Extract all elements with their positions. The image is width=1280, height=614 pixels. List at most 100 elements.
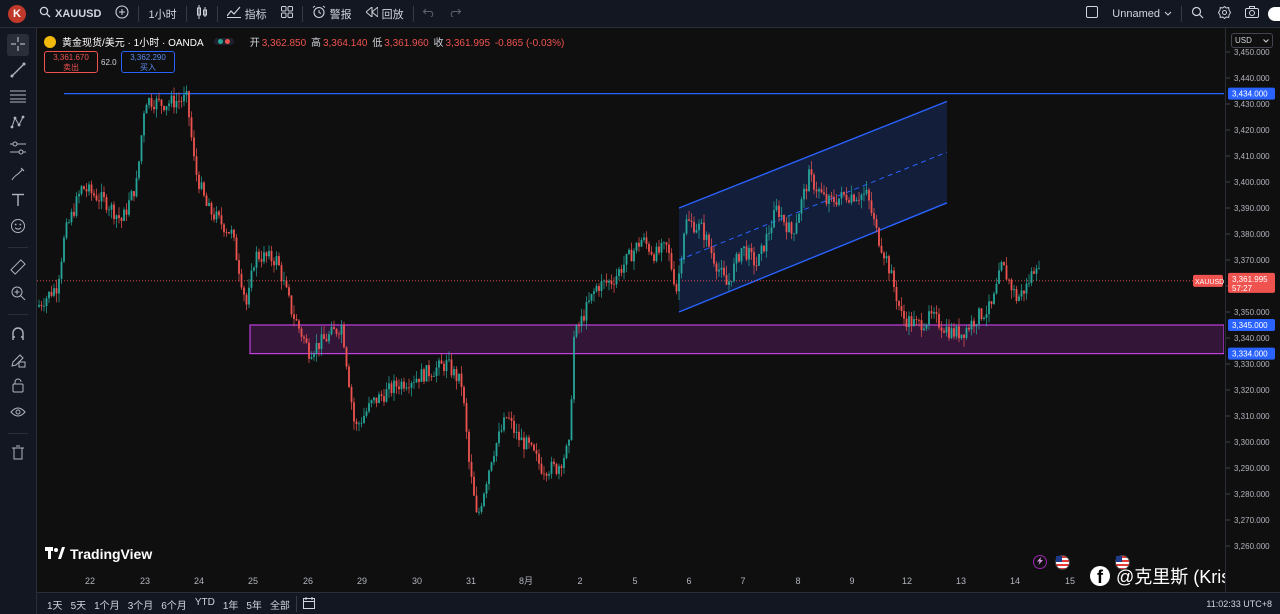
us-flag-icon (1056, 556, 1062, 562)
price-chart[interactable]: XAUUSD (37, 28, 1225, 592)
candle-body (623, 264, 625, 273)
candle-body (153, 106, 155, 110)
zoom-tool[interactable] (7, 283, 29, 305)
user-avatar[interactable]: K (8, 4, 26, 23)
symbol-search[interactable]: XAUUSD (32, 0, 108, 27)
candle-body (328, 334, 330, 342)
trend-line-tool[interactable] (7, 60, 29, 82)
channel-fill[interactable] (679, 101, 947, 313)
chart-pane[interactable]: XAUUSD (37, 28, 1225, 592)
candle-body (613, 284, 615, 286)
time-tick-label: 24 (194, 576, 204, 586)
candle-body (263, 252, 265, 262)
candle-body (223, 224, 225, 233)
divider (138, 5, 140, 22)
ruler-tool[interactable] (7, 257, 29, 279)
event-icon-us-flag[interactable] (1055, 555, 1070, 570)
hide-drawings-tool[interactable] (7, 402, 29, 424)
candle-body (670, 253, 673, 270)
candle-body (248, 287, 250, 305)
candle-body (655, 246, 658, 261)
replay-button[interactable]: 回放 (359, 0, 411, 27)
crosshair-tool[interactable] (7, 34, 29, 56)
forecast-tool[interactable] (7, 138, 29, 160)
settings-button[interactable] (1211, 0, 1238, 27)
candle-body (768, 233, 770, 235)
candle-body (533, 444, 535, 451)
range-button[interactable]: 3个月 (127, 600, 154, 612)
emoji-tool[interactable] (7, 216, 29, 238)
candle-body (575, 325, 578, 337)
buy-button[interactable]: 3,362.290 买入 (121, 51, 175, 73)
account-circle[interactable] (1268, 6, 1280, 21)
candle-body (840, 192, 843, 199)
event-icon-lightning[interactable] (1033, 555, 1047, 569)
currency-select[interactable]: USD (1231, 33, 1273, 48)
time-axis[interactable]: 22 23 24 25 26 29 30 31 8月 2 5 6 7 8 9 12 13 14 15 (37, 570, 1224, 590)
range-button[interactable]: 1天 (47, 600, 63, 612)
candle-body (808, 169, 810, 192)
channel-lower-line[interactable] (678, 202, 948, 313)
quick-search-button[interactable] (1184, 0, 1211, 27)
candle-body (90, 184, 93, 194)
range-button[interactable]: 1个月 (94, 600, 120, 612)
candle-body (478, 511, 480, 513)
interval-button[interactable]: 1小时 (148, 8, 177, 21)
channel-upper-line[interactable] (678, 100, 948, 209)
candle-body (538, 453, 540, 464)
time-tick-label: 9 (849, 576, 854, 586)
candle-body (520, 437, 523, 441)
candle-body (605, 280, 608, 283)
candle-body (758, 254, 760, 266)
text-tool[interactable] (7, 190, 29, 212)
candle-body (353, 402, 355, 422)
range-button[interactable]: 全部 (269, 600, 290, 612)
candle-body (835, 202, 838, 205)
event-icon-us-flag-2[interactable] (1115, 555, 1130, 570)
lock-drawing-tool[interactable] (7, 350, 29, 372)
pattern-tool[interactable] (7, 112, 29, 134)
undo-button[interactable] (416, 0, 442, 27)
candle-body (178, 101, 180, 102)
candle-body (725, 274, 728, 285)
sell-button[interactable]: 3,361.670 卖出 (44, 51, 98, 73)
remove-drawings-tool[interactable] (7, 443, 29, 465)
candle-body (73, 211, 75, 216)
candle-body (825, 194, 828, 204)
layout-name-button[interactable]: Unnamed (1105, 0, 1179, 27)
support-zone[interactable] (249, 324, 1225, 355)
open-label: 开 (249, 38, 260, 49)
symbol-tag (1193, 274, 1223, 287)
range-button[interactable]: 5天 (70, 600, 87, 612)
candle-body (255, 251, 258, 268)
candle-body (345, 347, 348, 367)
candle-body (268, 250, 270, 257)
lock-all-tool[interactable] (7, 376, 29, 398)
range-button[interactable]: 1年 (222, 600, 239, 612)
clock[interactable]: 11:02:33 UTC+8 (1206, 599, 1272, 609)
candle-body (278, 256, 280, 266)
range-button[interactable]: 5年 (246, 600, 262, 612)
templates-button[interactable] (274, 0, 300, 27)
layout-toggle[interactable] (1079, 0, 1105, 27)
candle-body (800, 199, 803, 214)
alert-button[interactable]: 警报 (305, 0, 359, 27)
fib-tool[interactable] (7, 86, 29, 108)
candle-body (160, 99, 163, 107)
price-axis[interactable]: USD 3,450.000 3,440.000 3,430.000 3,420.000… (1225, 28, 1280, 592)
date-range-icon[interactable] (302, 596, 315, 612)
indicators-button[interactable]: 指标 (220, 0, 274, 27)
chart-type-button[interactable] (189, 0, 215, 27)
magnet-tool[interactable] (7, 324, 29, 346)
candle-body (310, 356, 313, 359)
redo-button[interactable] (442, 0, 468, 27)
brush-tool[interactable] (7, 164, 29, 186)
compare-button[interactable] (108, 0, 136, 27)
time-tick-label: 30 (412, 576, 422, 586)
range-button[interactable]: YTD (194, 596, 215, 608)
candle-body (298, 320, 300, 329)
candle-body (863, 193, 865, 195)
range-button[interactable]: 6个月 (161, 600, 187, 612)
snapshot-button[interactable] (1238, 0, 1266, 27)
candle-body (738, 254, 740, 262)
